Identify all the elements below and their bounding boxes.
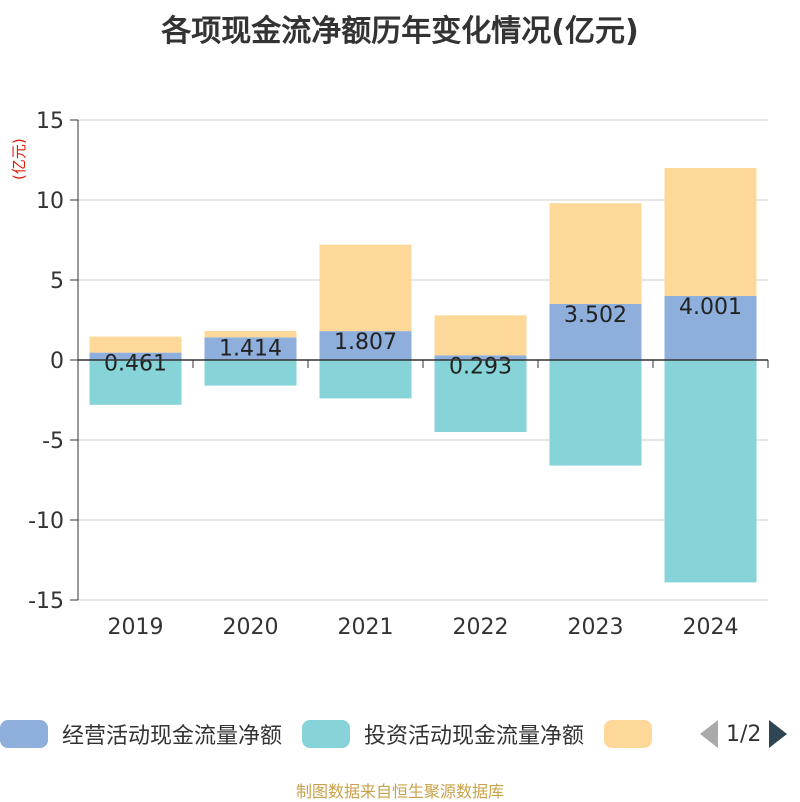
- data-label: 4.001: [679, 295, 742, 320]
- prev-page-icon[interactable]: [700, 720, 718, 748]
- legend-label-investing: 投资活动现金流量净额: [364, 724, 585, 749]
- y-tick-label: -5: [42, 429, 64, 454]
- y-tick-label: 0: [50, 349, 64, 374]
- data-label: 0.461: [104, 352, 167, 377]
- y-tick-label: -10: [28, 509, 64, 534]
- y-tick-label: 5: [50, 269, 64, 294]
- bar-2021-series-0: [319, 331, 412, 360]
- bar-2019-series-1: [89, 360, 182, 405]
- bar-2024-series-0: [664, 295, 757, 360]
- legend-swatch-third: [604, 720, 653, 748]
- y-tick-label: 15: [36, 109, 64, 134]
- bar-2020-series-1: [204, 360, 297, 386]
- bar-2022-series-1: [434, 360, 527, 432]
- legend-item-third[interactable]: [604, 720, 666, 748]
- legend-swatch-operating: [0, 720, 48, 748]
- y-tick-label: -15: [28, 589, 64, 614]
- x-tick-label: 2021: [338, 615, 394, 640]
- bar-2019-series-2: [89, 336, 182, 353]
- bar-2020-series-2: [204, 330, 297, 338]
- legend-item-operating[interactable]: 经营活动现金流量净额: [0, 718, 282, 750]
- data-label: 0.293: [449, 354, 512, 379]
- bar-2024-series-2: [664, 167, 757, 296]
- next-page-icon[interactable]: [769, 720, 788, 748]
- chart-title: 各项现金流净额历年变化情况(亿元): [161, 14, 639, 49]
- bar-2022-series-2: [434, 315, 527, 356]
- data-label: 1.807: [334, 330, 397, 355]
- data-label: 1.414: [219, 336, 282, 361]
- legend-page-indicator: 1/2: [726, 721, 762, 747]
- x-tick-label: 2020: [223, 615, 279, 640]
- legend: 经营活动现金流量净额 投资活动现金流量净额: [0, 716, 686, 752]
- x-tick-label: 2019: [108, 615, 164, 640]
- legend-pager: 1/2: [700, 716, 788, 752]
- data-label: 3.502: [564, 303, 627, 328]
- legend-label-operating: 经营活动现金流量净额: [62, 724, 283, 749]
- bar-2022-series-0: [434, 355, 527, 360]
- x-tick-label: 2023: [568, 615, 624, 640]
- legend-swatch-investing: [302, 720, 351, 748]
- bar-2021-series-1: [319, 360, 412, 399]
- bar-2021-series-2: [319, 244, 412, 332]
- bar-2020-series-0: [204, 337, 297, 360]
- x-tick-label: 2024: [683, 615, 739, 640]
- bar-2019-series-0: [89, 352, 182, 360]
- legend-item-investing[interactable]: 投资活动现金流量净额: [302, 718, 584, 750]
- source-footer: 制图数据来自恒生聚源数据库: [295, 782, 504, 801]
- bar-2023-series-1: [549, 360, 642, 466]
- x-tick-label: 2022: [453, 615, 509, 640]
- bar-2023-series-2: [549, 203, 642, 304]
- y-tick-label: 10: [36, 189, 64, 214]
- bar-2023-series-0: [549, 303, 642, 360]
- bar-2024-series-1: [664, 360, 757, 583]
